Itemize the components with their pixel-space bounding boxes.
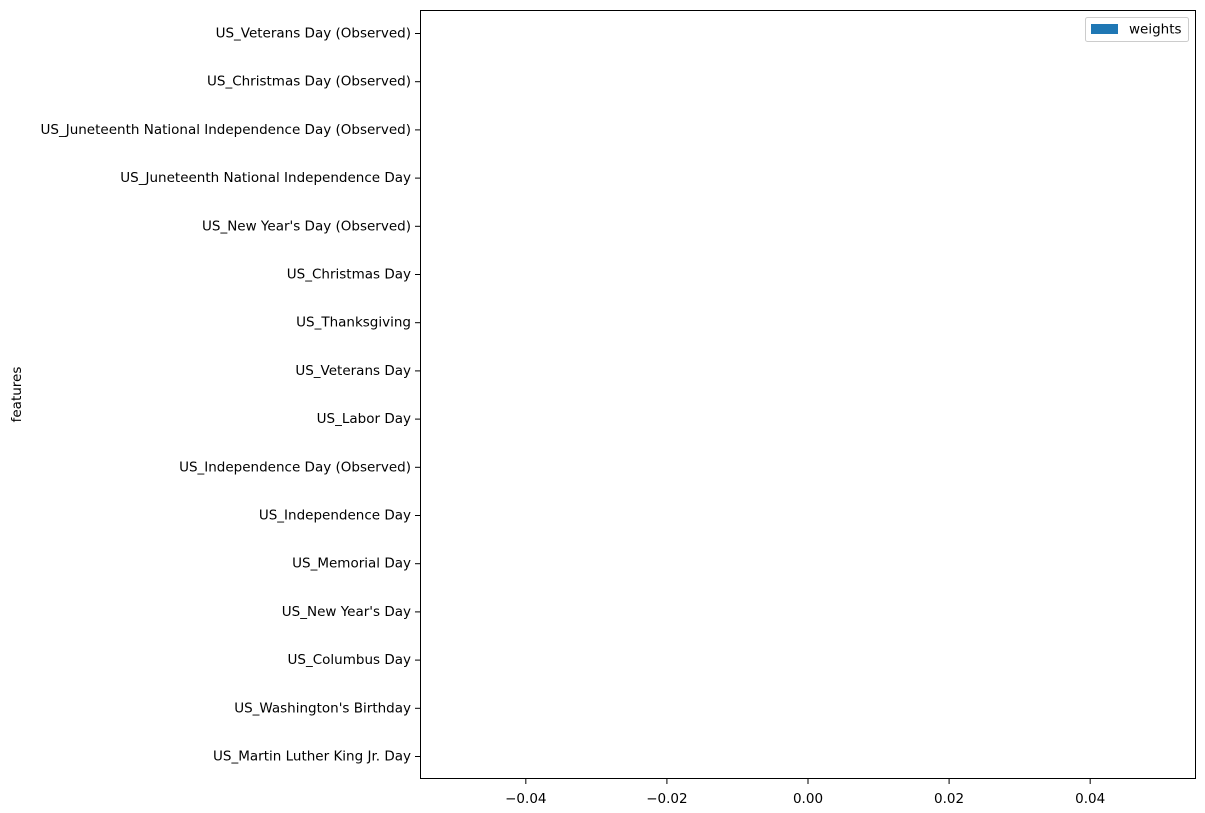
y-tick-label: US_Memorial Day [292, 556, 411, 572]
y-tick-label: US_Washington's Birthday [234, 700, 411, 716]
y-ticks: US_Martin Luther King Jr. Day US_Washingt… [41, 26, 420, 765]
legend-label-weights: weights [1129, 22, 1182, 38]
y-tick-label: US_Independence Day (Observed) [179, 459, 411, 475]
y-tick-label: US_Christmas Day [287, 267, 411, 283]
y-tick-label: US_Columbus Day [288, 652, 411, 668]
y-tick-label: US_Juneteenth National Independence Day … [41, 122, 411, 138]
plot-frame [420, 10, 1196, 779]
legend-swatch-weights [1091, 24, 1118, 34]
y-tick-label: US_Juneteenth National Independence Day [120, 170, 411, 186]
x-tick-label: 0.02 [934, 791, 964, 807]
y-axis-label: features [9, 367, 25, 423]
legend-box [1085, 17, 1189, 42]
y-tick-label: US_Veterans Day (Observed) [216, 26, 411, 42]
y-tick-label: US_Thanksgiving [296, 315, 411, 331]
legend: weights [1085, 17, 1189, 42]
x-tick-label: −0.04 [505, 791, 546, 807]
x-tick-label: −0.02 [646, 791, 687, 807]
y-tick-label: US_Veterans Day [295, 363, 411, 379]
y-tick-label: US_New Year's Day (Observed) [202, 218, 411, 234]
x-tick-label: 0.00 [793, 791, 823, 807]
y-tick-label: US_New Year's Day [282, 604, 411, 620]
x-ticks: −0.04 −0.02 0.00 0.02 0.04 [505, 779, 1105, 807]
x-tick-label: 0.04 [1075, 791, 1105, 807]
y-tick-label: US_Christmas Day (Observed) [207, 74, 411, 90]
y-tick-label: US_Independence Day [259, 508, 411, 524]
y-tick-label: US_Labor Day [317, 411, 411, 427]
y-tick-label: US_Martin Luther King Jr. Day [213, 749, 411, 765]
